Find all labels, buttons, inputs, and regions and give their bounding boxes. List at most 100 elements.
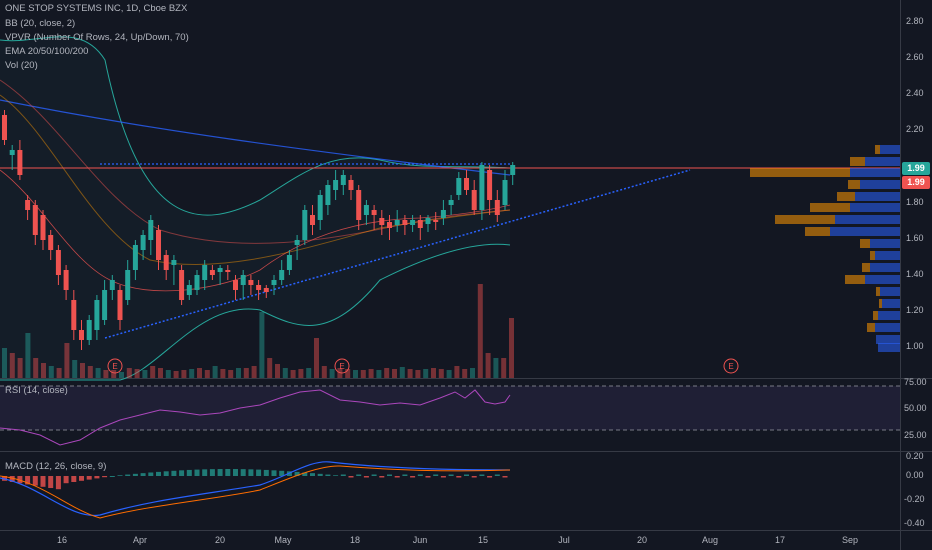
macd-bar — [163, 471, 169, 476]
macd-bar — [202, 469, 208, 476]
candle-body — [325, 185, 331, 205]
candle-body — [94, 300, 100, 330]
macd-bar — [294, 471, 300, 476]
macd-bar — [325, 474, 331, 476]
macd-bar — [55, 476, 61, 490]
candle-body — [379, 218, 385, 225]
macd-bar — [379, 476, 385, 478]
candle-body — [240, 275, 246, 285]
ema-legend[interactable]: EMA 20/50/100/200 — [5, 46, 89, 57]
macd-bar — [263, 469, 269, 476]
macd-bar — [79, 476, 84, 481]
macd-bar — [456, 476, 462, 478]
volume-bar — [509, 318, 514, 378]
vpvr-up-bar — [835, 215, 900, 224]
price-axis[interactable]: 2.80 2.60 2.40 2.20 1.80 1.60 1.40 1.20 … — [906, 16, 924, 351]
volume-bar — [33, 358, 39, 378]
volume-bar — [462, 369, 468, 378]
rsi-legend[interactable]: RSI (14, close) — [5, 385, 68, 396]
macd-bar — [217, 469, 223, 476]
candle-body — [333, 180, 339, 190]
bollinger-upper — [0, 36, 511, 216]
earnings-marker[interactable]: E — [334, 358, 350, 374]
vol-legend[interactable]: Vol (20) — [5, 60, 38, 71]
vpvr-down-bar — [848, 180, 860, 189]
volume-bar — [189, 369, 195, 378]
candle-body — [502, 180, 508, 205]
candle-body — [117, 290, 123, 320]
candle-body — [32, 205, 38, 235]
volume-bar — [321, 366, 327, 378]
candle-body — [487, 170, 493, 200]
macd-bar — [433, 474, 439, 476]
time-axis[interactable]: 16 Apr 20 May 18 Jun 15 Jul 20 Aug 17 Se… — [57, 535, 858, 545]
main-pane[interactable] — [0, 0, 900, 378]
vpvr-up-bar — [870, 239, 900, 248]
candle-body — [202, 265, 208, 280]
vpvr-up-bar — [865, 275, 900, 284]
earnings-marker[interactable]: E — [723, 358, 739, 374]
vpvr-down-bar — [837, 192, 855, 201]
macd-bar — [371, 474, 377, 476]
candle-body — [464, 178, 469, 190]
vpvr-down-bar — [810, 203, 850, 212]
vpvr-down-bar — [850, 157, 865, 166]
macd-bar — [448, 474, 454, 476]
macd-bar — [479, 474, 485, 476]
macd-bar — [471, 476, 477, 478]
main-title-legend[interactable]: ONE STOP SYSTEMS INC, 1D, Cboe BZX — [5, 3, 188, 14]
macd-bar — [209, 469, 215, 476]
bollinger-lower — [0, 243, 511, 381]
volume-bar — [119, 372, 124, 378]
vpvr-up-bar — [830, 227, 900, 236]
time-tick: Sep — [842, 535, 858, 545]
volume-bar — [384, 368, 390, 378]
volume-bar — [345, 369, 351, 378]
vpvr-down-bar — [805, 227, 830, 236]
vpvr-down-bar — [873, 311, 878, 320]
vpvr-up-bar — [880, 145, 900, 154]
rsi-line — [0, 389, 511, 446]
macd-bar — [356, 474, 362, 476]
rsi-band — [0, 386, 900, 430]
vpvr-up-bar — [850, 168, 900, 177]
rsi-tick: 25.00 — [904, 430, 927, 440]
macd-tick: 0.20 — [906, 451, 924, 461]
time-tick: 16 — [57, 535, 67, 545]
macd-bar — [348, 476, 354, 478]
volume-bar — [314, 338, 319, 378]
vpvr-down-bar — [870, 251, 875, 260]
macd-bar — [32, 476, 38, 486]
vpvr-up-bar — [865, 157, 900, 166]
candle-body — [125, 270, 131, 300]
candle-body — [55, 250, 61, 275]
volume-bar — [173, 371, 179, 378]
volume-bar — [415, 370, 421, 378]
candle-body — [425, 218, 431, 224]
macd-bar — [333, 475, 339, 476]
macd-legend[interactable]: MACD (12, 26, close, 9) — [5, 461, 107, 472]
volume-bar — [376, 370, 382, 378]
candle-body — [279, 270, 285, 280]
earnings-marker[interactable]: E — [107, 358, 123, 374]
vpvr-legend[interactable]: VPVR (Number Of Rows, 24, Up/Down, 70) — [5, 32, 189, 43]
rsi-axis[interactable]: 75.00 50.00 25.00 — [904, 377, 927, 440]
vpvr-up-bar — [878, 343, 900, 352]
vpvr-down-bar — [775, 215, 835, 224]
volume-bar — [197, 368, 202, 378]
volume-bar — [126, 368, 132, 378]
candle-body — [348, 180, 354, 190]
macd-bar — [48, 476, 54, 488]
candle-body — [9, 150, 15, 155]
macd-bar — [17, 476, 23, 484]
macd-axis[interactable]: 0.20 0.00 -0.20 -0.40 — [904, 451, 925, 528]
volume-bar — [392, 369, 397, 378]
vpvr-down-bar — [875, 145, 880, 154]
candle-body — [25, 200, 31, 210]
candle-body — [156, 230, 161, 260]
candlesticks — [2, 110, 516, 350]
time-tick: May — [274, 535, 292, 545]
bb-legend[interactable]: BB (20, close, 2) — [5, 18, 76, 29]
volume-bar — [251, 366, 257, 378]
